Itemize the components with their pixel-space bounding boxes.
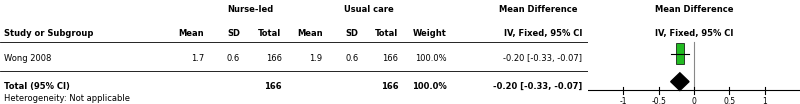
Text: Total: Total — [258, 29, 282, 38]
Text: 166: 166 — [264, 82, 282, 91]
Text: IV, Fixed, 95% CI: IV, Fixed, 95% CI — [504, 29, 582, 38]
Text: 0.5: 0.5 — [723, 97, 735, 104]
Text: 1: 1 — [762, 97, 767, 104]
Text: -0.20 [-0.33, -0.07]: -0.20 [-0.33, -0.07] — [493, 82, 582, 91]
Text: Heterogeneity: Not applicable: Heterogeneity: Not applicable — [4, 94, 130, 103]
Text: -1: -1 — [619, 97, 627, 104]
Text: Wong 2008: Wong 2008 — [4, 54, 51, 63]
Text: Study or Subgroup: Study or Subgroup — [4, 29, 94, 38]
Text: 0: 0 — [691, 97, 697, 104]
Text: 0.6: 0.6 — [345, 54, 358, 63]
Text: Nurse-led: Nurse-led — [228, 5, 274, 14]
Text: Mean: Mean — [297, 29, 322, 38]
Text: SD: SD — [346, 29, 358, 38]
Text: Mean Difference: Mean Difference — [499, 5, 578, 14]
Text: -0.5: -0.5 — [651, 97, 666, 104]
Bar — [676, 43, 684, 64]
Text: Usual care: Usual care — [343, 5, 394, 14]
Text: 166: 166 — [382, 54, 398, 63]
Text: 166: 166 — [381, 82, 398, 91]
Text: Total (95% CI): Total (95% CI) — [4, 82, 70, 91]
Text: Weight: Weight — [413, 29, 446, 38]
Text: 1.7: 1.7 — [190, 54, 204, 63]
Text: IV, Fixed, 95% CI: IV, Fixed, 95% CI — [655, 29, 733, 38]
Text: -0.20 [-0.33, -0.07]: -0.20 [-0.33, -0.07] — [503, 54, 582, 63]
Text: 0.6: 0.6 — [226, 54, 240, 63]
Text: Mean: Mean — [178, 29, 204, 38]
Text: 166: 166 — [266, 54, 282, 63]
Text: Mean Difference: Mean Difference — [654, 5, 734, 14]
Text: SD: SD — [227, 29, 240, 38]
Text: 1.9: 1.9 — [310, 54, 322, 63]
Text: Total: Total — [375, 29, 398, 38]
Text: 100.0%: 100.0% — [414, 54, 446, 63]
Polygon shape — [670, 73, 689, 90]
Text: 100.0%: 100.0% — [412, 82, 446, 91]
